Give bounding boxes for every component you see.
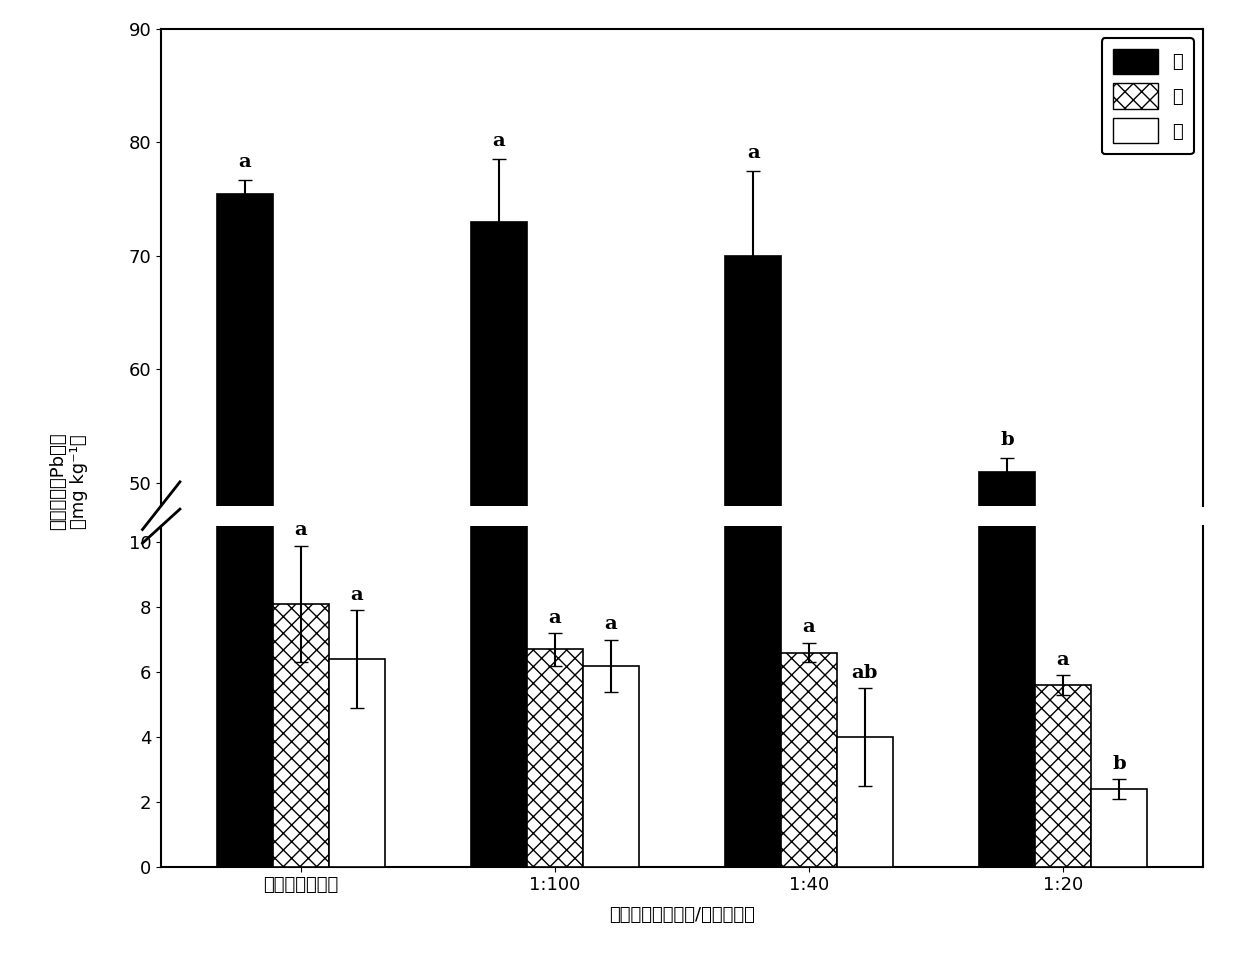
Bar [217,0,273,867]
Bar [725,0,781,867]
Text: b: b [1001,430,1014,449]
Text: a: a [802,618,816,637]
Bar [471,221,527,963]
Legend: 根, 茎, 叶: 根, 茎, 叶 [1102,38,1194,154]
Text: a: a [746,143,760,162]
Text: ab: ab [852,664,878,682]
Text: a: a [238,153,252,170]
Bar [527,649,583,867]
Bar [980,0,1035,867]
Text: 烤烟各器官Pb含量
（mg kg⁻¹）: 烤烟各器官Pb含量 （mg kg⁻¹） [48,432,88,531]
Bar [217,194,273,963]
Bar [583,665,639,867]
Bar [471,0,527,867]
Text: a: a [351,586,363,604]
Text: a: a [295,521,308,539]
Bar [837,737,893,867]
Text: a: a [548,609,562,627]
Bar [781,653,837,867]
Text: a: a [492,132,506,150]
Bar [725,256,781,963]
X-axis label: 生物炭施用量（炭/土重量比）: 生物炭施用量（炭/土重量比） [609,905,755,924]
Bar [273,604,329,867]
Bar [1091,789,1147,867]
Text: a: a [1056,651,1069,669]
Text: b: b [1112,755,1126,772]
Text: a: a [604,615,618,633]
Bar [329,659,384,867]
Bar [1035,685,1091,867]
Bar [980,472,1035,963]
